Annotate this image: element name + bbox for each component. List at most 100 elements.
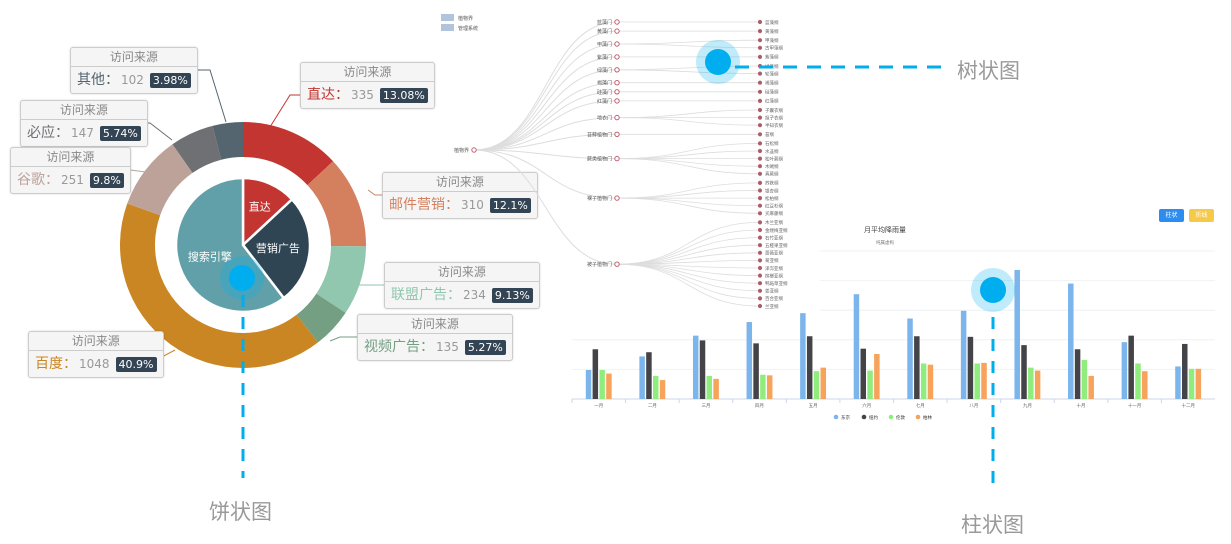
bar-纽约-二月 bbox=[646, 352, 652, 399]
x-tick-label: 二月 bbox=[648, 403, 657, 409]
tree-leaf-label: 红藻纲 bbox=[765, 98, 779, 105]
tooltip-value: 234 bbox=[463, 288, 486, 302]
tooltip-header: 访问来源 bbox=[301, 63, 434, 82]
tree-branch-node bbox=[614, 28, 620, 34]
tree-root-node bbox=[471, 147, 477, 153]
tree-leaf-node bbox=[757, 227, 763, 233]
tooltip-percent: 9.8% bbox=[89, 173, 124, 188]
tooltip-name: 其他 bbox=[77, 72, 105, 88]
tree-leaf-node bbox=[757, 123, 763, 128]
tree-leaf-node bbox=[757, 296, 763, 301]
bar-伦敦-三月 bbox=[706, 375, 713, 399]
x-tick-label: 五月 bbox=[809, 403, 818, 409]
tree-branch-label: 黄藻门 bbox=[597, 28, 612, 35]
tree-leaf-label: 木兰亚纲 bbox=[765, 219, 783, 226]
tree-leaf-label: 蓝藻纲 bbox=[765, 19, 779, 26]
tree-branch-node bbox=[614, 131, 620, 138]
outer-slice-3 bbox=[296, 293, 346, 343]
tree-link bbox=[616, 117, 761, 126]
bar-柏林-二月 bbox=[659, 380, 666, 399]
tree-leaf-label: 松柏纲 bbox=[765, 195, 779, 202]
tree-leaf-label: 石松纲 bbox=[765, 140, 779, 147]
tree-leaf-node bbox=[757, 71, 763, 76]
tree-branch-node bbox=[614, 41, 620, 47]
bar-伦敦-十月 bbox=[1081, 359, 1088, 399]
tree-leaf-label: 担子衣纲 bbox=[765, 114, 783, 121]
pie-tooltip-2: 访问来源 联盟广告： 234 9.13% bbox=[384, 262, 540, 309]
tree-leaf-label: 泽泻亚纲 bbox=[765, 265, 783, 272]
bar-纽约-九月 bbox=[1021, 345, 1027, 399]
tree-leaf-node bbox=[757, 89, 763, 94]
tree-leaf-node bbox=[757, 115, 763, 120]
tree-link bbox=[616, 222, 761, 265]
legend-marker bbox=[833, 414, 839, 420]
tree-branch-label: 裸子植物门 bbox=[587, 195, 612, 202]
outer-slice-5 bbox=[127, 144, 193, 216]
pie-tooltip-5: 访问来源 谷歌： 251 9.8% bbox=[10, 147, 131, 194]
tooltip-value: 310 bbox=[461, 198, 484, 212]
tooltip-value: 335 bbox=[351, 88, 374, 102]
tooltip-name: 视频广告 bbox=[364, 339, 420, 355]
tree-leaf-node bbox=[757, 19, 763, 25]
legend-label: 柏林 bbox=[923, 414, 932, 421]
tree-caption: 树状图 bbox=[957, 59, 1020, 83]
tree-leaf-label: 银杏纲 bbox=[765, 187, 779, 194]
tree-leaf-label: 真蕨纲 bbox=[765, 171, 779, 178]
tree-leaf-node bbox=[757, 80, 763, 85]
tree-link bbox=[473, 117, 618, 151]
tooltip-header: 访问来源 bbox=[21, 101, 147, 120]
tree-leaf-node bbox=[757, 148, 763, 154]
tree-leaf-node bbox=[757, 132, 763, 137]
hotspot-dot bbox=[229, 265, 255, 291]
tree-leaf-node bbox=[757, 38, 763, 43]
tree-leaf-label: 姜亚纲 bbox=[765, 288, 779, 295]
x-tick-label: 十二月 bbox=[1181, 402, 1195, 409]
tree-link bbox=[616, 69, 761, 74]
tree-leaf-node bbox=[757, 273, 763, 278]
bar-柏林-六月 bbox=[874, 354, 880, 399]
pie-tooltip-6: 访问来源 必应： 147 5.74% bbox=[20, 100, 148, 147]
outer-slice-0 bbox=[243, 122, 334, 186]
tooltip-header: 访问来源 bbox=[383, 173, 537, 192]
bar-伦敦-五月 bbox=[813, 371, 820, 399]
tree-leaf-label: 水韭纲 bbox=[765, 148, 779, 155]
legend-label: 东京 bbox=[841, 414, 850, 421]
tree-branch-node bbox=[614, 19, 620, 25]
bar-caption: 柱状图 bbox=[961, 513, 1024, 537]
bar-柏林-十二月 bbox=[1195, 368, 1202, 399]
x-tick-label: 十月 bbox=[1077, 402, 1086, 409]
bar-type-button[interactable]: 柱状 bbox=[1159, 209, 1184, 222]
bar-伦敦-十二月 bbox=[1188, 368, 1195, 399]
tree-branch-node bbox=[614, 261, 620, 267]
bar-东京-九月 bbox=[1014, 269, 1020, 399]
bar-柏林-一月 bbox=[606, 373, 612, 399]
bar-伦敦-九月 bbox=[1028, 367, 1034, 399]
tree-link bbox=[473, 100, 618, 151]
tooltip-percent: 13.08% bbox=[379, 88, 428, 103]
tree-leaf-node bbox=[757, 156, 763, 161]
legend-swatch bbox=[441, 24, 454, 31]
tree-leaf-node bbox=[757, 303, 763, 309]
tree-leaf-node bbox=[757, 243, 763, 248]
tree-branch-label: 紫藻门 bbox=[597, 54, 612, 61]
legend-marker bbox=[915, 414, 921, 420]
inner-slice-1 bbox=[241, 197, 312, 300]
tooltip-percent: 3.98% bbox=[149, 73, 191, 88]
tree-branch-node bbox=[614, 195, 620, 201]
tree-leaf-node bbox=[757, 220, 763, 225]
outer-slice-6 bbox=[172, 125, 222, 173]
chart-title: 月平均降雨量 bbox=[864, 225, 906, 234]
tooltip-header: 访问来源 bbox=[71, 48, 197, 67]
bar-纽约-三月 bbox=[699, 340, 706, 399]
tree-leaf-node bbox=[757, 250, 763, 255]
tree-leaf-node bbox=[757, 258, 763, 263]
legend-label: 纽约 bbox=[869, 414, 878, 421]
tree-leaf-node bbox=[757, 164, 763, 169]
tree-legend-label: 植物界 bbox=[458, 15, 473, 22]
tree-branch-node bbox=[614, 98, 620, 104]
tooltip-percent: 40.9% bbox=[115, 357, 157, 372]
tree-leaf-node bbox=[757, 29, 763, 34]
x-tick-label: 八月 bbox=[969, 403, 978, 409]
line-type-button[interactable]: 折线 bbox=[1189, 209, 1214, 222]
tree-leaf-label: 金缕梅亚纲 bbox=[765, 227, 788, 234]
